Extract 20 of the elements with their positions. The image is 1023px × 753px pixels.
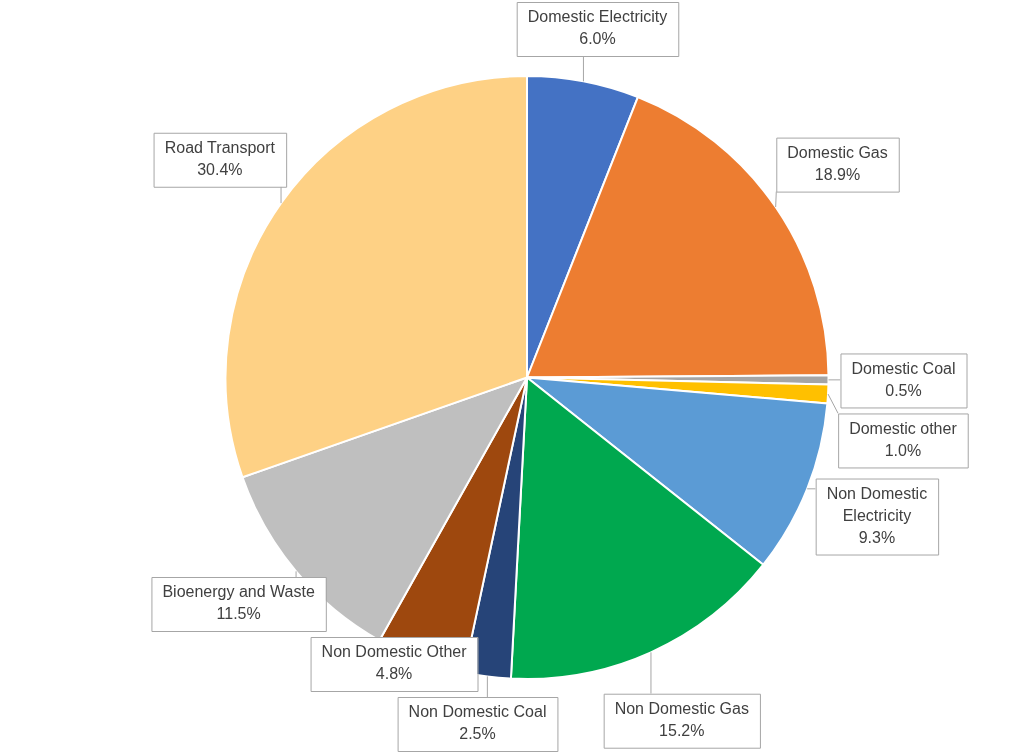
slice-label: Non Domestic Gas [614,700,749,718]
data-label: 2.5% [459,725,496,743]
slice-label: Domestic other [849,419,958,437]
data-label: 4.8% [375,665,413,683]
slice-label: Domestic Gas [787,144,888,161]
data-label: 6.0% [579,30,616,48]
data-label: 15.2% [659,722,705,740]
data-label: 11.5% [216,605,261,623]
slice-label: Domestic Coal [851,359,956,377]
slice-label: Bioenergy and Waste [162,583,315,601]
data-label: 9.3% [858,528,896,546]
slice-label: Non Domestic Other [321,643,468,661]
data-label: 18.9% [814,166,861,183]
data-label: 30.4% [197,161,243,179]
data-label: 1.0% [884,441,922,459]
slice-label: Road Transport [164,139,276,157]
slice-label: Non Domestic Electricity [826,484,928,524]
slice-label: Domestic Electricity [527,8,668,26]
data-label: 0.5% [885,381,922,399]
slice-label: Non Domestic Coal [408,703,547,721]
